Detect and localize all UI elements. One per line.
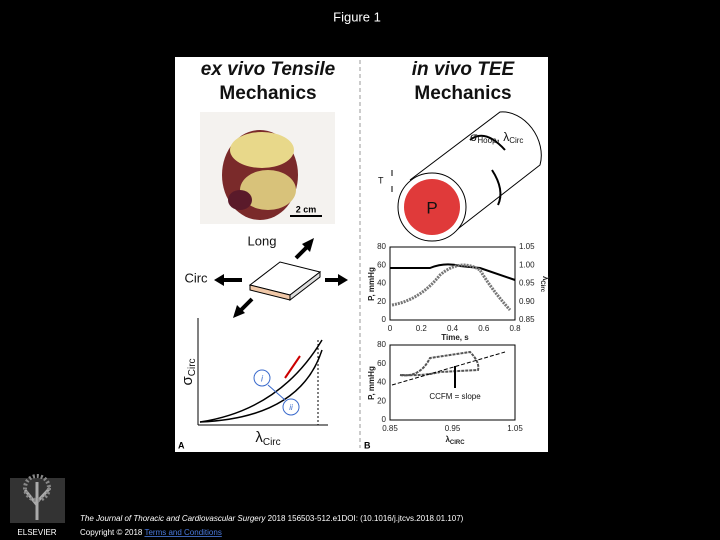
figure: ex vivo Tensile Mechanics 2 cm Long Circ… xyxy=(175,57,550,452)
marker: i xyxy=(261,373,264,383)
heading: Mechanics xyxy=(219,83,316,104)
journal: The Journal of Thoracic and Cardiovascul… xyxy=(80,514,266,523)
symbol: λ xyxy=(255,429,263,446)
tissue-photo xyxy=(200,112,335,224)
symbol: σ xyxy=(470,130,478,144)
thickness-label: T xyxy=(378,175,384,185)
tick-label: 40 xyxy=(377,279,386,288)
stress-label: σHoop, λCirc xyxy=(470,130,523,145)
copyright: Copyright © 2018 Terms and Conditions xyxy=(80,528,222,537)
scale-label: 2 cm xyxy=(296,204,317,214)
terms-link[interactable]: Terms and Conditions xyxy=(144,528,221,537)
annotation: CCFM = slope xyxy=(429,392,481,401)
tick-label: 20 xyxy=(377,396,386,405)
plots xyxy=(389,246,516,421)
tick-label: 0.90 xyxy=(519,297,535,306)
subscript: Hoop xyxy=(477,136,497,145)
tick-label: 0.95 xyxy=(445,424,461,433)
panel-letter: A xyxy=(178,440,185,450)
tick-label: 60 xyxy=(377,260,386,269)
heading: Mechanics xyxy=(414,83,511,104)
tick-label: 0 xyxy=(382,315,387,324)
symbol: λ xyxy=(445,435,450,444)
pressure-label: P xyxy=(426,198,437,217)
separator: , xyxy=(497,130,504,144)
tick-label: 80 xyxy=(377,242,386,251)
y2-axis-label: λCirc xyxy=(539,276,549,293)
tick-label: 0 xyxy=(382,415,387,424)
marker: ii xyxy=(289,403,293,412)
x-axis-label: λCIRC xyxy=(445,435,465,445)
tick-label: 20 xyxy=(377,297,386,306)
tick-label: 60 xyxy=(377,359,386,368)
tick-label: 0 xyxy=(388,324,393,333)
y-axis-label: P, mmHg xyxy=(367,366,376,400)
axis-name: Long xyxy=(248,233,277,248)
y-axis-label: σCirc xyxy=(179,358,198,385)
symbol: λ xyxy=(541,276,550,281)
symbol: σ xyxy=(179,376,196,386)
tick-label: 0.6 xyxy=(478,324,490,333)
tick-label: 1.05 xyxy=(507,424,523,433)
x-axis-label: Time, s xyxy=(441,333,469,342)
tick-label: 0.2 xyxy=(416,324,428,333)
tick-label: 80 xyxy=(377,340,386,349)
subscript: Circ xyxy=(187,358,198,376)
axis-name: Circ xyxy=(184,270,208,285)
x-axis-label: λCirc xyxy=(255,429,280,448)
tick-label: 40 xyxy=(377,378,386,387)
tick-label: 0.95 xyxy=(519,279,535,288)
tick-label: 1.05 xyxy=(519,242,535,251)
copyright-text: Copyright © 2018 xyxy=(80,528,144,537)
heading-text: ex vivo Tensile xyxy=(201,59,336,80)
vessel-diagram xyxy=(391,111,542,242)
publisher-logo xyxy=(10,474,65,523)
heading: ex vivo Tensile xyxy=(201,59,336,80)
y-axis-label: P, mmHg xyxy=(367,267,376,301)
slide-title: Figure 1 xyxy=(333,9,381,24)
stress-strain-plot xyxy=(197,318,328,426)
subscript: Circ xyxy=(509,136,523,145)
tick-label: 1.00 xyxy=(519,260,535,269)
tick-label: 0.4 xyxy=(447,324,459,333)
tick-label: 0.8 xyxy=(509,324,521,333)
subscript: Circ xyxy=(539,280,545,292)
symbol: λ xyxy=(503,130,509,144)
citation: The Journal of Thoracic and Cardiovascul… xyxy=(80,514,464,523)
tick-label: 0.85 xyxy=(382,424,398,433)
tick-label: 0.85 xyxy=(519,315,535,324)
subscript: Circ xyxy=(263,437,281,448)
panel-letter: B xyxy=(364,440,371,450)
citation-text: 2018 156503-512.e1DOI: (10.1016/j.jtcvs.… xyxy=(265,514,463,523)
heading: in vivo TEE xyxy=(412,59,516,80)
subscript: CIRC xyxy=(450,440,465,446)
publisher: ELSEVIER xyxy=(17,528,56,537)
specimen-diagram xyxy=(214,238,348,318)
